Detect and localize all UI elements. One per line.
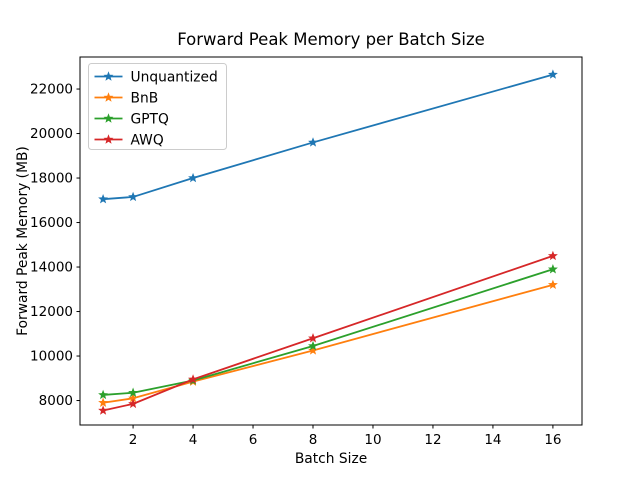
data-point-marker-unquantized bbox=[188, 172, 198, 183]
y-axis-ticks: 8000 10000 12000 14000 16000 18000 20000 22000 bbox=[30, 82, 80, 409]
y-tick-label: 12000 bbox=[30, 304, 73, 320]
legend: Unquantized BnB GPTQ AWQ bbox=[88, 63, 227, 150]
data-point-marker-gptq bbox=[98, 389, 109, 400]
y-tick-label: 10000 bbox=[30, 349, 73, 365]
data-point-marker-bnb bbox=[308, 345, 318, 355]
data-point-marker-gptq bbox=[308, 340, 318, 351]
x-tick-label: 8 bbox=[309, 432, 318, 448]
legend-item-awq: AWQ bbox=[94, 132, 164, 148]
legend-marker-icon bbox=[103, 71, 114, 81]
x-tick-label: 16 bbox=[544, 432, 561, 448]
data-point-marker-awq bbox=[188, 374, 198, 384]
data-point-marker-awq bbox=[128, 398, 139, 409]
data-point-marker-bnb bbox=[98, 397, 109, 407]
data-point-marker-unquantized bbox=[128, 191, 139, 202]
x-tick-label: 12 bbox=[424, 432, 441, 448]
legend-item-label: AWQ bbox=[131, 132, 164, 148]
axes-frame bbox=[79, 56, 583, 426]
legend-item-unquantized: Unquantized bbox=[94, 69, 218, 85]
data-point-marker-awq bbox=[308, 333, 318, 343]
legend-box bbox=[88, 63, 227, 150]
data-point-marker-unquantized bbox=[98, 193, 109, 204]
y-tick-label: 20000 bbox=[30, 126, 73, 142]
legend-item-gptq: GPTQ bbox=[94, 111, 169, 127]
data-point-marker-bnb bbox=[128, 393, 139, 403]
legend-marker-icon bbox=[103, 92, 114, 102]
x-axis-ticks: 2 4 6 8 10 12 14 16 bbox=[129, 425, 562, 448]
x-tick-label: 10 bbox=[364, 432, 381, 448]
data-point-marker-unquantized bbox=[308, 137, 318, 147]
legend-item-label: Unquantized bbox=[131, 69, 218, 85]
data-point-marker-awq bbox=[547, 250, 558, 261]
legend-item-label: GPTQ bbox=[131, 111, 169, 127]
data-point-marker-gptq bbox=[547, 264, 558, 274]
x-tick-label: 14 bbox=[484, 432, 501, 448]
y-axis-label: Forward Peak Memory (MB) bbox=[15, 146, 31, 336]
y-tick-label: 18000 bbox=[30, 171, 73, 187]
y-tick-label: 16000 bbox=[30, 215, 73, 231]
legend-marker-icon bbox=[103, 113, 114, 123]
x-axis-label: Batch Size bbox=[295, 451, 367, 467]
data-point-marker-gptq bbox=[128, 387, 139, 397]
legend-marker-icon bbox=[103, 134, 114, 144]
y-tick-label: 22000 bbox=[30, 82, 73, 98]
x-tick-label: 6 bbox=[249, 432, 258, 448]
data-point-marker-unquantized bbox=[547, 69, 558, 79]
chart-title: Forward Peak Memory per Batch Size bbox=[177, 30, 485, 49]
legend-item-label: BnB bbox=[131, 90, 159, 106]
data-point-marker-bnb bbox=[547, 279, 558, 290]
y-tick-label: 14000 bbox=[30, 260, 73, 276]
y-tick-label: 8000 bbox=[39, 393, 73, 409]
data-point-marker-awq bbox=[98, 405, 109, 415]
series-lines bbox=[98, 69, 558, 415]
x-tick-label: 2 bbox=[129, 432, 138, 448]
x-tick-label: 4 bbox=[189, 432, 198, 448]
legend-item-bnb: BnB bbox=[94, 90, 159, 106]
